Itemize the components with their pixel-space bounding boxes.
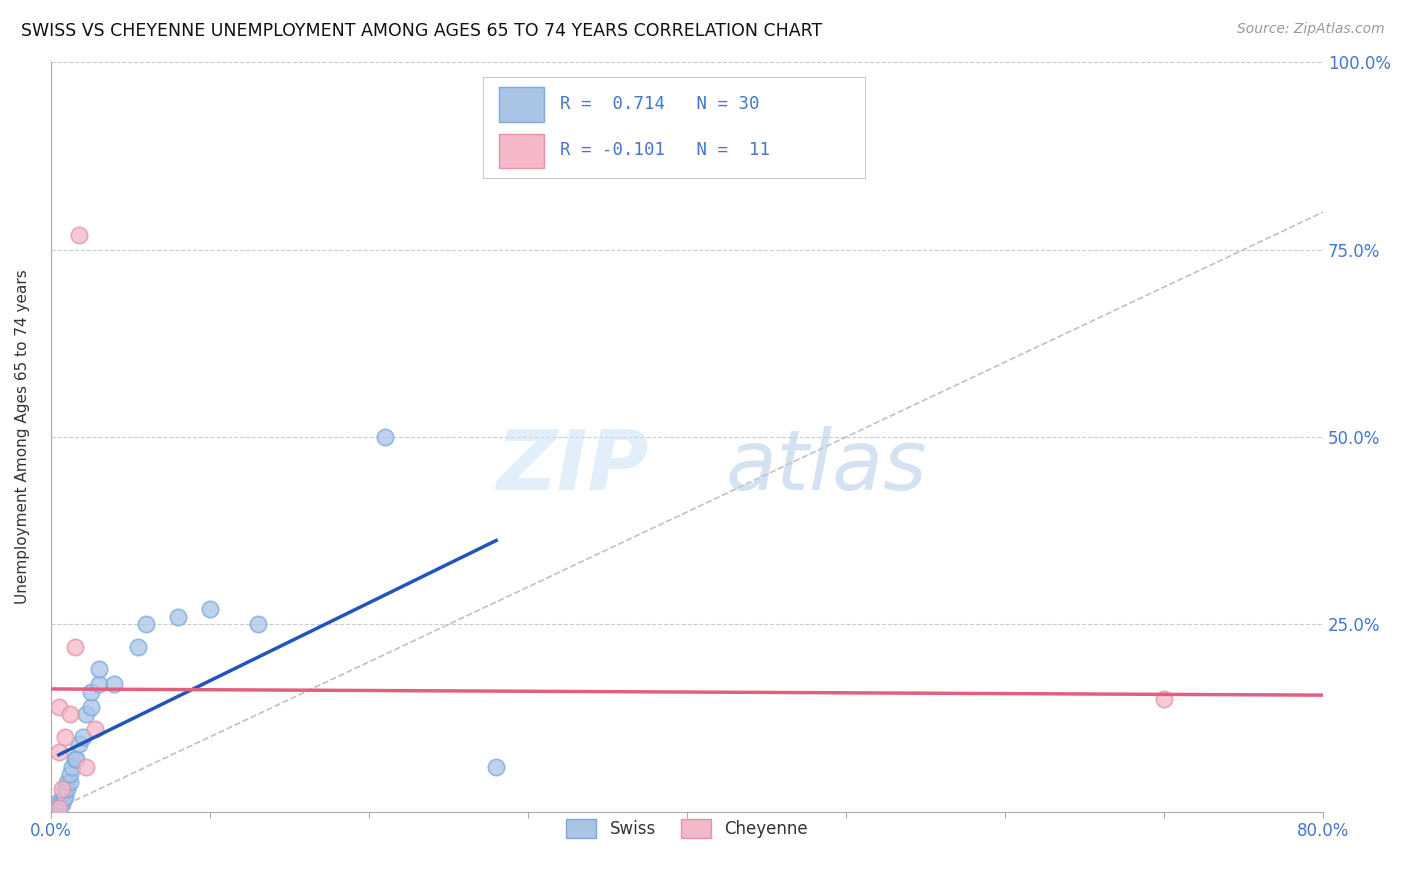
Point (167, 610, 190, 624)
Point (127, 640, 149, 654)
Point (103, 677, 125, 691)
Point (48, 794, 70, 808)
Point (84, 723, 107, 737)
Point (53, 730, 76, 744)
Text: Source: ZipAtlas.com: Source: ZipAtlas.com (1237, 22, 1385, 37)
Point (48, 801, 70, 815)
Point (48, 797, 70, 812)
Point (55, 775, 77, 789)
Point (60, 760, 83, 774)
Point (59, 767, 82, 781)
Point (63, 640, 86, 654)
Point (72, 730, 94, 744)
Point (79, 685, 101, 699)
Point (48, 745, 70, 759)
Point (65, 752, 87, 766)
Point (87, 662, 110, 676)
Point (374, 430, 396, 444)
Point (63, 752, 86, 766)
Point (246, 617, 269, 632)
Text: atlas: atlas (725, 426, 927, 508)
Point (51, 797, 73, 812)
Point (87, 677, 110, 691)
Point (51, 782, 73, 797)
Point (75, 707, 97, 722)
Point (75, 760, 97, 774)
Point (51, 794, 73, 808)
Point (79, 700, 101, 714)
Point (53, 782, 76, 797)
Point (59, 775, 82, 789)
Legend: Swiss, Cheyenne: Swiss, Cheyenne (560, 813, 814, 845)
Point (69, 738, 91, 752)
Point (55, 782, 77, 797)
Point (69, 227, 91, 242)
Point (48, 801, 70, 815)
Text: ZIP: ZIP (496, 426, 648, 508)
Text: SWISS VS CHEYENNE UNEMPLOYMENT AMONG AGES 65 TO 74 YEARS CORRELATION CHART: SWISS VS CHEYENNE UNEMPLOYMENT AMONG AGE… (21, 22, 823, 40)
Point (485, 760, 508, 774)
Point (48, 700, 70, 714)
Point (135, 617, 157, 632)
Point (52, 789, 75, 804)
Point (198, 602, 221, 616)
Point (59, 707, 82, 722)
Y-axis label: Unemployment Among Ages 65 to 74 years: Unemployment Among Ages 65 to 74 years (15, 269, 30, 605)
Point (1153, 692, 1175, 706)
Point (53, 789, 76, 804)
